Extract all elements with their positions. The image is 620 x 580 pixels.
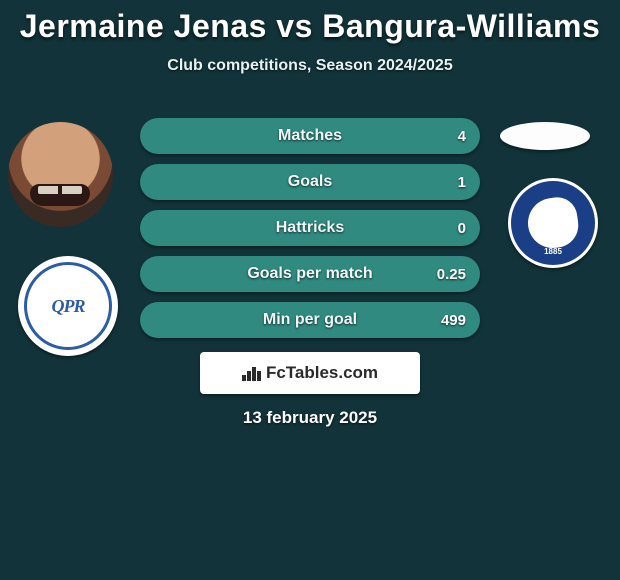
stat-label: Min per goal xyxy=(263,311,357,329)
stat-label: Hattricks xyxy=(276,219,344,237)
stat-right-value: 0.25 xyxy=(437,256,466,292)
stat-label: Goals xyxy=(288,173,332,191)
branding-box[interactable]: FcTables.com xyxy=(200,352,420,394)
stats-panel: Matches 4 Goals 1 Hattricks 0 Goals per … xyxy=(140,118,480,348)
lion-icon xyxy=(525,195,581,251)
page-title: Jermaine Jenas vs Bangura-Williams xyxy=(0,0,620,45)
stat-label: Goals per match xyxy=(247,265,372,283)
stat-label: Matches xyxy=(278,127,342,145)
page-subtitle: Club competitions, Season 2024/2025 xyxy=(0,57,620,75)
stat-row-min-per-goal: Min per goal 499 xyxy=(140,302,480,338)
club-right-year: 1885 xyxy=(516,247,590,256)
club-right-badge: 1885 xyxy=(508,178,598,268)
player-right-avatar xyxy=(500,122,590,150)
player-left-avatar xyxy=(8,122,113,227)
branding-text: FcTables.com xyxy=(266,363,378,383)
stat-row-goals-per-match: Goals per match 0.25 xyxy=(140,256,480,292)
club-left-abbrev: QPR xyxy=(52,296,85,317)
stat-right-value: 0 xyxy=(458,210,466,246)
club-left-badge: QPR xyxy=(18,256,118,356)
stat-row-goals: Goals 1 xyxy=(140,164,480,200)
stat-right-value: 1 xyxy=(458,164,466,200)
chart-icon xyxy=(242,365,260,381)
stat-row-matches: Matches 4 xyxy=(140,118,480,154)
stat-right-value: 4 xyxy=(458,118,466,154)
stat-right-value: 499 xyxy=(441,302,466,338)
snapshot-date: 13 february 2025 xyxy=(0,408,620,428)
stat-row-hattricks: Hattricks 0 xyxy=(140,210,480,246)
